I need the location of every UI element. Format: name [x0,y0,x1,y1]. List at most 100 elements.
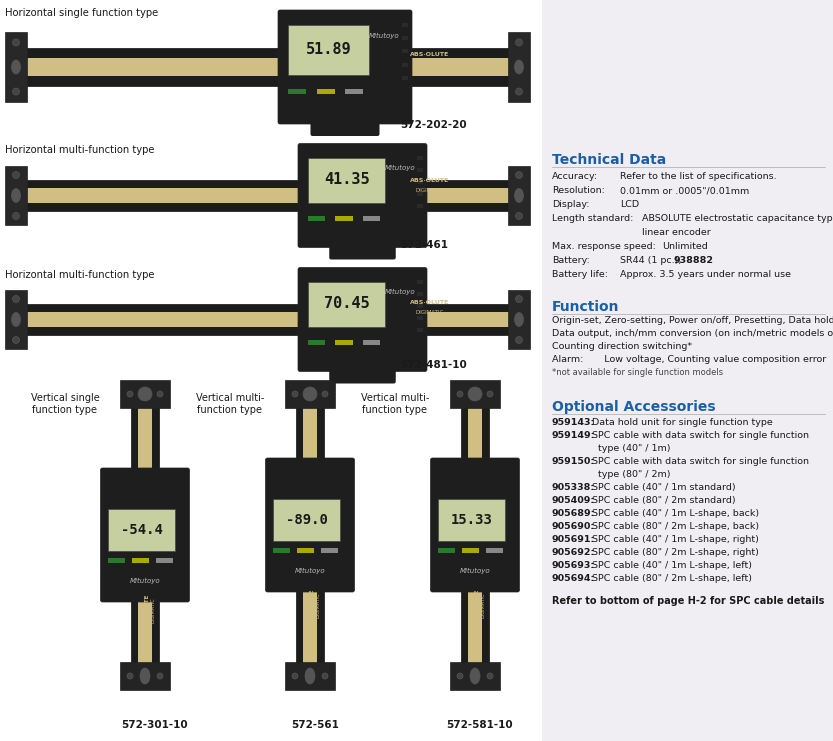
Text: Alarm:       Low voltage, Counting value composition error: Alarm: Low voltage, Counting value compo… [552,355,826,364]
Bar [25,313,510,327]
Text: Vertical multi-
function type: Vertical multi- function type [196,393,264,415]
Bar [417,204,423,207]
Text: Refer to bottom of page H-2 for SPC cable details: Refer to bottom of page H-2 for SPC cabl… [552,596,825,606]
Text: ABSOLUTE: ABSOLUTE [144,594,149,626]
Bar [402,36,408,40]
Text: DIGIMATIC: DIGIMATIC [416,62,444,67]
FancyBboxPatch shape [431,458,520,592]
Text: Mitutoyo: Mitutoyo [369,33,399,39]
Text: 905691:: 905691: [552,535,596,544]
Circle shape [487,391,493,397]
Text: Max. response speed:: Max. response speed: [552,242,656,251]
Ellipse shape [12,60,21,74]
Circle shape [292,673,298,679]
Text: Vertical multi-
function type: Vertical multi- function type [361,393,429,415]
Bar [288,89,307,94]
Text: Data output, inch/mm conversion (on inch/metric models only),: Data output, inch/mm conversion (on inch… [552,329,833,338]
Bar [508,290,530,349]
Ellipse shape [515,313,523,327]
Text: type (40" / 1m): type (40" / 1m) [598,444,671,453]
FancyBboxPatch shape [266,458,355,592]
Text: 51.89: 51.89 [306,42,352,58]
Circle shape [12,296,19,302]
Bar [417,316,423,319]
Bar [402,50,408,53]
Bar [417,291,423,296]
Bar [486,548,503,554]
Bar [345,89,363,94]
Text: SPC cable with data switch for single function: SPC cable with data switch for single fu… [592,431,809,440]
Text: DIGIMATIC: DIGIMATIC [416,187,444,193]
Bar [23,180,512,211]
Text: DIGIMATIC: DIGIMATIC [416,310,444,314]
Circle shape [457,391,463,397]
Bar [5,32,27,102]
Text: SPC cable (80" / 2m L-shape, left): SPC cable (80" / 2m L-shape, left) [592,574,752,583]
Bar [508,166,530,225]
Ellipse shape [140,668,150,684]
Text: SPC cable (40" / 1m L-shape, back): SPC cable (40" / 1m L-shape, back) [592,509,759,518]
Bar [438,548,456,554]
Text: DIGIMATIC: DIGIMATIC [151,597,156,623]
Text: 905692:: 905692: [552,548,596,557]
Bar [285,662,335,690]
Text: -54.4: -54.4 [121,523,162,536]
Text: 41.35: 41.35 [324,173,370,187]
Bar [508,32,530,102]
Text: Mitutoyo: Mitutoyo [130,577,160,584]
Text: 572-301-10: 572-301-10 [122,720,188,730]
Text: *not available for single function models: *not available for single function model… [552,368,723,377]
Bar [450,662,500,690]
Bar [0,0,542,741]
Text: Accuracy:: Accuracy: [552,172,598,181]
Ellipse shape [470,668,480,684]
Bar [317,89,335,94]
Bar [462,548,479,554]
Circle shape [516,171,522,179]
Text: 905693:: 905693: [552,561,595,570]
Bar [336,339,353,345]
Circle shape [12,88,19,95]
Bar [363,339,381,345]
Text: ABS·OLUTE: ABS·OLUTE [411,53,450,58]
FancyBboxPatch shape [298,144,427,247]
Bar [5,166,27,225]
Ellipse shape [305,668,315,684]
Text: ABS·OLUTE: ABS·OLUTE [411,299,450,305]
Text: 0.01mm or .0005"/0.01mm: 0.01mm or .0005"/0.01mm [620,186,749,195]
Circle shape [12,171,19,179]
Text: SPC cable (40" / 1m standard): SPC cable (40" / 1m standard) [592,483,736,492]
Text: Mitutoyo: Mitutoyo [460,568,491,574]
Text: type (80" / 2m): type (80" / 2m) [598,470,671,479]
Circle shape [516,213,522,219]
Text: Mitutoyo: Mitutoyo [385,288,416,295]
Text: SR44 (1 pc.),: SR44 (1 pc.), [620,256,685,265]
Text: Function: Function [552,300,620,314]
Text: 959149:: 959149: [552,431,596,440]
FancyBboxPatch shape [278,10,412,124]
Text: Battery life:: Battery life: [552,270,608,279]
Bar [402,62,408,67]
Bar [273,499,340,541]
Text: 572-461: 572-461 [400,240,448,250]
Bar [23,48,512,86]
Bar [120,380,170,408]
Text: Length standard:: Length standard: [552,214,633,223]
Bar [461,400,489,670]
Circle shape [468,387,482,401]
Text: 15.33: 15.33 [451,513,492,527]
Bar [132,559,149,563]
Text: 572-481-10: 572-481-10 [400,360,466,370]
Text: DIGIMATIC: DIGIMATIC [481,592,486,618]
Text: Battery:: Battery: [552,256,590,265]
Bar [308,282,386,327]
Bar [450,380,500,408]
Text: Mitutoyo: Mitutoyo [295,568,326,574]
Circle shape [127,391,133,397]
Text: ABSOLUTE: ABSOLUTE [310,589,315,621]
Text: Horizontal multi-function type: Horizontal multi-function type [5,145,154,155]
Text: 572-581-10: 572-581-10 [446,720,513,730]
Bar [131,400,159,670]
Text: Resolution:: Resolution: [552,186,605,195]
Bar [23,304,512,335]
